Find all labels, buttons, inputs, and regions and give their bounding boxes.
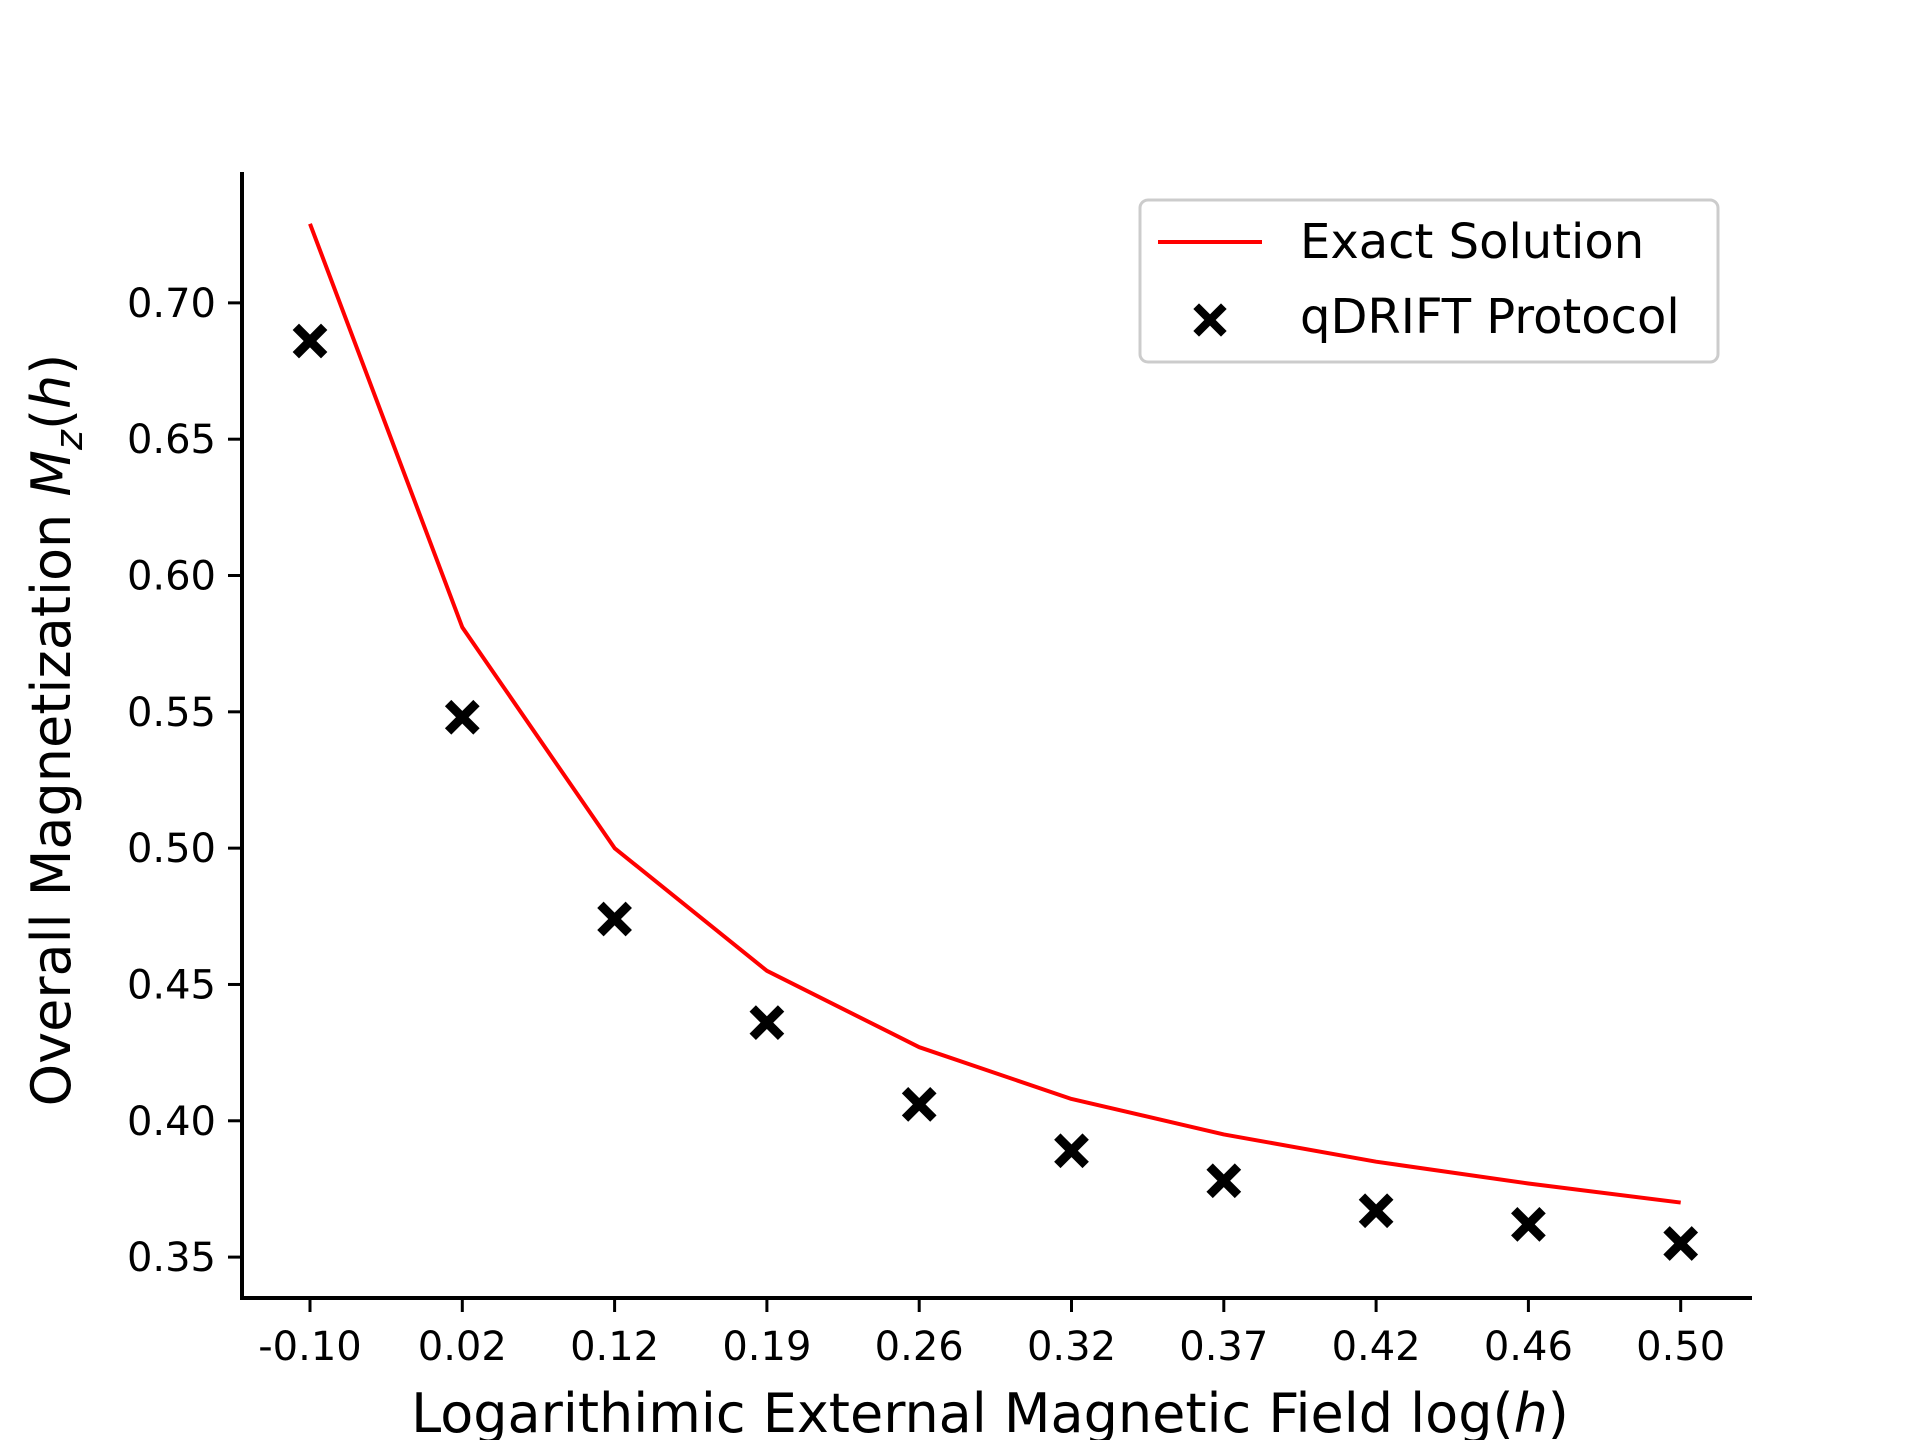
qdrift-point bbox=[1511, 1207, 1546, 1242]
x-tick-label: -0.10 bbox=[258, 1324, 362, 1370]
y-tick-label: 0.50 bbox=[127, 826, 216, 872]
y-tick-label: 0.60 bbox=[127, 554, 216, 600]
qdrift-point bbox=[444, 699, 480, 735]
legend-x-marker bbox=[1193, 303, 1227, 337]
qdrift-point bbox=[1054, 1133, 1089, 1169]
legend-frame bbox=[1138, 198, 1720, 364]
x-tick-label: 0.37 bbox=[1179, 1324, 1268, 1370]
y-axis-label: Overall Magnetization Mz(h) bbox=[20, 354, 91, 1107]
x-tick-label: 0.12 bbox=[570, 1324, 659, 1370]
y-tick-label: 0.45 bbox=[127, 962, 216, 1008]
qdrift-point bbox=[749, 1005, 785, 1040]
x-tick-label: 0.02 bbox=[418, 1324, 507, 1370]
qdrift-point bbox=[1663, 1226, 1699, 1261]
legend: Exact Solution qDRIFT Protocol bbox=[1138, 198, 1720, 364]
y-tick-label: 0.65 bbox=[127, 417, 216, 463]
series-line-exact-solution bbox=[308, 223, 1681, 1205]
x-tick-label: 0.19 bbox=[722, 1324, 811, 1370]
y-tick-label: 0.35 bbox=[127, 1235, 216, 1281]
x-tick-label: 0.46 bbox=[1484, 1324, 1573, 1370]
x-tick-label: 0.32 bbox=[1027, 1324, 1116, 1370]
qdrift-point bbox=[901, 1087, 937, 1122]
x-tick-label: 0.50 bbox=[1636, 1324, 1725, 1370]
y-tick-label: 0.70 bbox=[127, 281, 216, 327]
qdrift-point bbox=[597, 901, 632, 937]
qdrift-point bbox=[1358, 1193, 1394, 1229]
qdrift-point bbox=[292, 323, 328, 359]
qdrift-point bbox=[1206, 1163, 1242, 1199]
legend-label-qdrift: qDRIFT Protocol bbox=[1300, 289, 1680, 345]
legend-label-exact: Exact Solution bbox=[1300, 214, 1644, 270]
y-tick-label: 0.40 bbox=[127, 1099, 216, 1145]
y-tick-label: 0.55 bbox=[127, 690, 216, 736]
x-axis-label: Logarithimic External Magnetic Field log… bbox=[411, 1382, 1569, 1440]
x-tick-label: 0.26 bbox=[875, 1324, 964, 1370]
x-tick-label: 0.42 bbox=[1332, 1324, 1421, 1370]
plot-area: 0.35 0.40 0.45 0.50 0.55 0.60 0.65 0.70 -0.10 0.0… bbox=[127, 172, 1752, 1370]
